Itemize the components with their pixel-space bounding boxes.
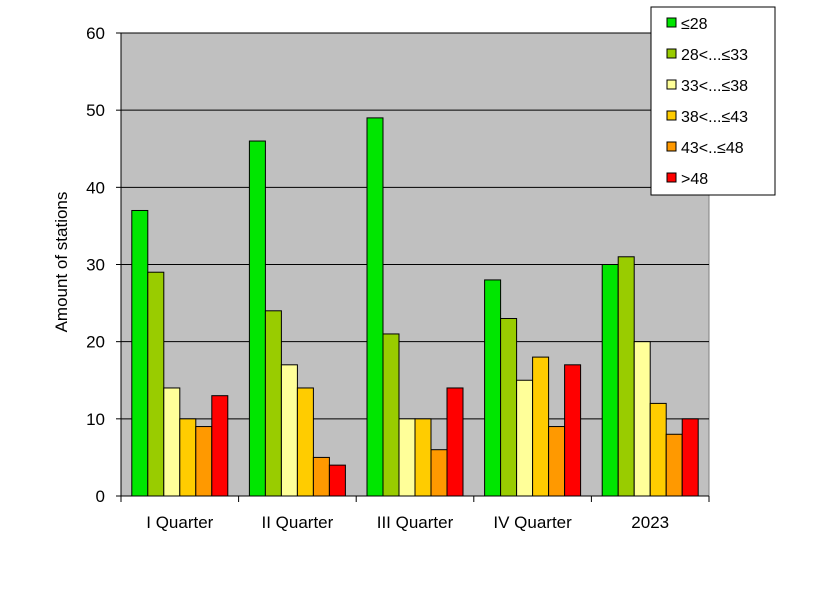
legend-label: 38<...≤43 (681, 109, 748, 126)
legend-label: >48 (681, 171, 708, 188)
legend-swatch (666, 48, 677, 59)
bar (248, 140, 266, 497)
bar (649, 402, 667, 497)
y-tick-label: 0 (96, 487, 105, 506)
x-tick-labels: I Quarter II Quarter III Quarter IV Quarter… (146, 513, 669, 532)
legend-swatch (666, 110, 677, 121)
bar (131, 209, 149, 497)
bar (264, 310, 282, 497)
bar (296, 387, 314, 497)
y-tick-label: 60 (86, 24, 105, 43)
legend-label: 28<...≤33 (681, 47, 748, 64)
y-tick-label: 20 (86, 333, 105, 352)
x-tick-label: II Quarter (261, 513, 333, 532)
bar (366, 117, 384, 497)
y-axis-title: Amount of stations (52, 192, 71, 333)
axes (116, 32, 710, 502)
bar (500, 318, 518, 497)
x-tick-label: 2023 (631, 513, 669, 532)
bar (532, 356, 550, 497)
bar (414, 418, 432, 497)
legend-label: 33<...≤38 (681, 78, 748, 95)
y-tick-label: 10 (86, 410, 105, 429)
bar (681, 418, 699, 497)
bar (564, 364, 582, 497)
bar (195, 426, 213, 497)
bar (163, 387, 181, 497)
bar (382, 333, 400, 497)
y-tick-label: 40 (86, 178, 105, 197)
bar (484, 279, 502, 497)
legend-label: 43<..≤48 (681, 140, 744, 157)
legend-swatch (666, 17, 677, 28)
bar (617, 256, 635, 497)
bar (328, 464, 346, 497)
legend: ≤28 28<...≤33 33<...≤38 38<...≤43 43<..≤48 >4… (650, 6, 776, 196)
y-tick-label: 30 (86, 256, 105, 275)
y-tick-label: 50 (86, 101, 105, 120)
x-tick-label: I Quarter (146, 513, 213, 532)
bars (131, 117, 699, 497)
y-tick-labels: 0 10 20 30 40 50 60 (86, 24, 105, 506)
bar (633, 341, 651, 497)
bar (179, 418, 197, 497)
legend-swatch (666, 79, 677, 90)
bar (398, 418, 416, 497)
bar (312, 456, 330, 497)
legend-swatch (666, 172, 677, 183)
bar (516, 379, 534, 497)
legend-swatch (666, 141, 677, 152)
bar (147, 271, 165, 497)
bar (211, 395, 229, 497)
bar (280, 364, 298, 497)
bar (446, 387, 464, 497)
x-tick-label: IV Quarter (493, 513, 572, 532)
bar (430, 449, 448, 497)
bar (601, 264, 619, 497)
x-tick-label: III Quarter (377, 513, 454, 532)
legend-box (650, 6, 776, 196)
legend-label: ≤28 (681, 16, 708, 33)
bar (548, 426, 566, 497)
bar (665, 433, 683, 497)
